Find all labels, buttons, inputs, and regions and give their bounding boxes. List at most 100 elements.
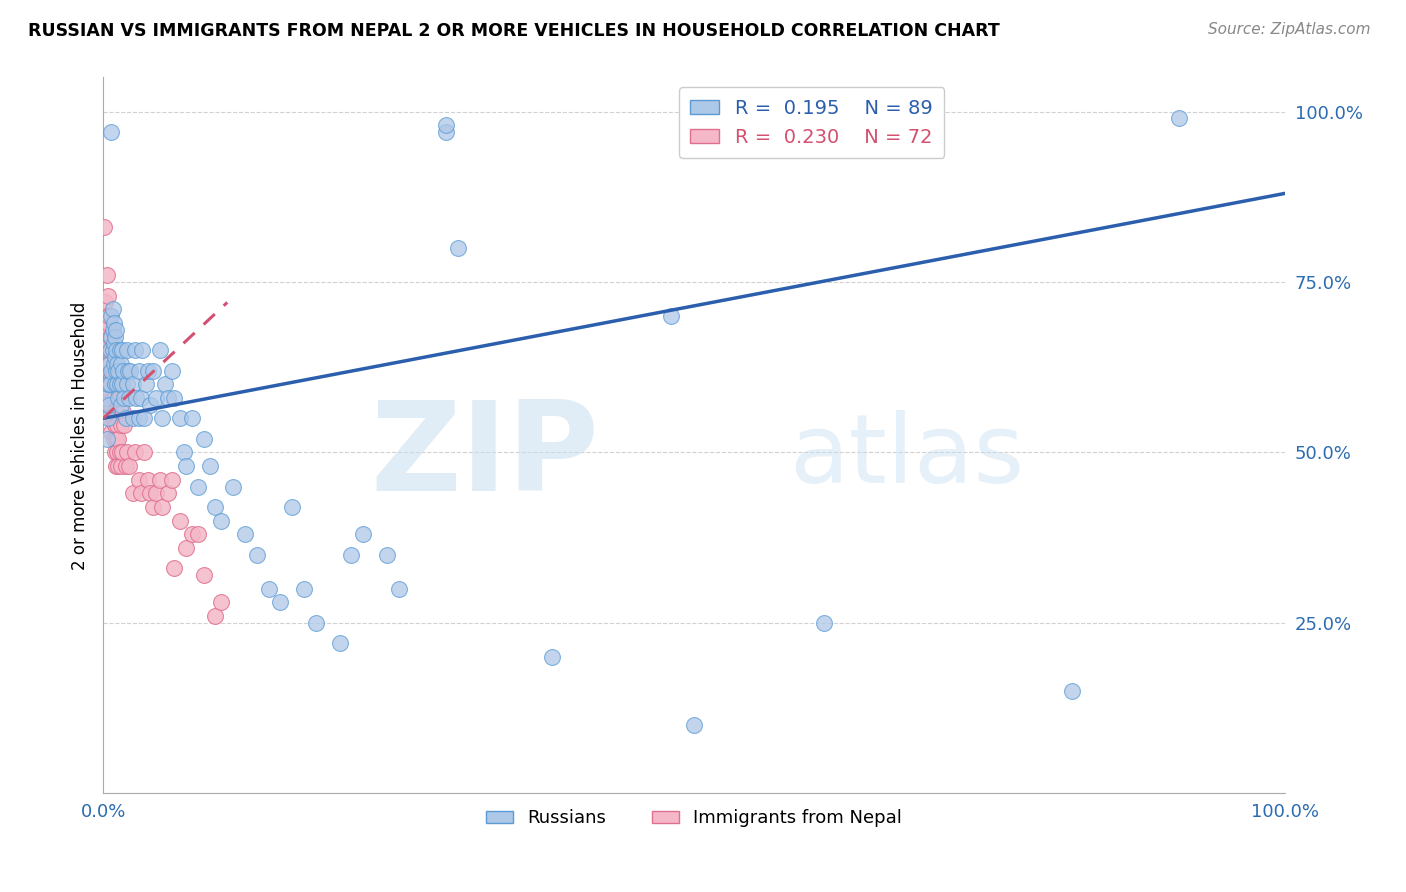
Point — [115, 445, 138, 459]
Point — [101, 323, 124, 337]
Point — [683, 718, 706, 732]
Point — [101, 411, 124, 425]
Point — [100, 425, 122, 439]
Point — [145, 486, 167, 500]
Point — [105, 343, 128, 358]
Point — [105, 445, 128, 459]
Point — [136, 473, 159, 487]
Text: Source: ZipAtlas.com: Source: ZipAtlas.com — [1208, 22, 1371, 37]
Point — [108, 445, 131, 459]
Point — [98, 357, 121, 371]
Point — [169, 411, 191, 425]
Point — [96, 309, 118, 323]
Point — [187, 527, 209, 541]
Point — [180, 411, 202, 425]
Point — [100, 370, 122, 384]
Point — [193, 568, 215, 582]
Point — [112, 363, 135, 377]
Point — [269, 595, 291, 609]
Point — [163, 561, 186, 575]
Point — [388, 582, 411, 596]
Point — [108, 391, 131, 405]
Point — [112, 404, 135, 418]
Point — [134, 445, 156, 459]
Point — [97, 288, 120, 302]
Point — [103, 336, 125, 351]
Point — [124, 343, 146, 358]
Point — [110, 398, 132, 412]
Point — [142, 363, 165, 377]
Point — [98, 343, 121, 358]
Point — [111, 377, 134, 392]
Point — [169, 514, 191, 528]
Point — [98, 329, 121, 343]
Point — [150, 500, 173, 514]
Point — [101, 391, 124, 405]
Point — [105, 357, 128, 371]
Point — [110, 357, 132, 371]
Point — [115, 377, 138, 392]
Point — [104, 418, 127, 433]
Point — [104, 350, 127, 364]
Point — [149, 343, 172, 358]
Point — [118, 459, 141, 474]
Point — [98, 363, 121, 377]
Point — [198, 459, 221, 474]
Point — [107, 432, 129, 446]
Point — [108, 343, 131, 358]
Point — [96, 268, 118, 282]
Point — [124, 445, 146, 459]
Point — [110, 418, 132, 433]
Point — [129, 391, 152, 405]
Point — [98, 336, 121, 351]
Point — [157, 391, 180, 405]
Point — [96, 336, 118, 351]
Point — [174, 541, 197, 555]
Point — [136, 363, 159, 377]
Point — [97, 343, 120, 358]
Point — [174, 459, 197, 474]
Point — [96, 432, 118, 446]
Point — [163, 391, 186, 405]
Point — [105, 323, 128, 337]
Point — [103, 357, 125, 371]
Point — [128, 473, 150, 487]
Point — [434, 118, 457, 132]
Point — [222, 479, 245, 493]
Point — [434, 125, 457, 139]
Point — [101, 343, 124, 358]
Point — [160, 473, 183, 487]
Point — [153, 377, 176, 392]
Point — [111, 445, 134, 459]
Point — [104, 329, 127, 343]
Point — [160, 363, 183, 377]
Point — [98, 384, 121, 398]
Point — [105, 418, 128, 433]
Point — [129, 486, 152, 500]
Point — [94, 323, 117, 337]
Point — [105, 432, 128, 446]
Point — [121, 411, 143, 425]
Point — [128, 411, 150, 425]
Point — [100, 363, 122, 377]
Point — [98, 309, 121, 323]
Point — [100, 125, 122, 139]
Point — [139, 398, 162, 412]
Legend: Russians, Immigrants from Nepal: Russians, Immigrants from Nepal — [479, 802, 910, 834]
Point — [193, 432, 215, 446]
Y-axis label: 2 or more Vehicles in Household: 2 or more Vehicles in Household — [72, 301, 89, 569]
Point — [105, 363, 128, 377]
Point — [233, 527, 256, 541]
Point — [100, 398, 122, 412]
Point — [103, 432, 125, 446]
Point — [112, 418, 135, 433]
Point — [447, 241, 470, 255]
Point — [105, 377, 128, 392]
Point — [108, 377, 131, 392]
Point — [187, 479, 209, 493]
Point — [111, 377, 134, 392]
Point — [101, 363, 124, 377]
Point — [97, 411, 120, 425]
Point — [340, 548, 363, 562]
Point — [352, 527, 374, 541]
